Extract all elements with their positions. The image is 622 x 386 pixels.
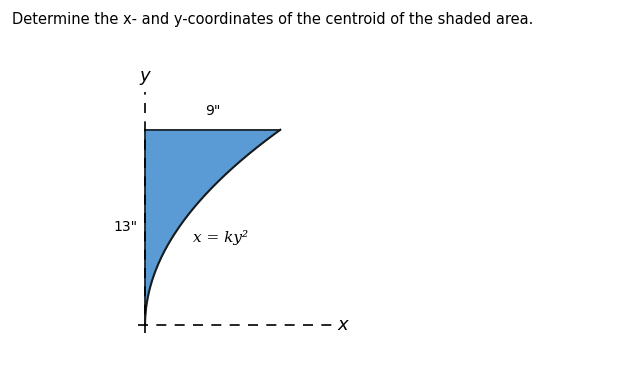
Text: Determine the x- and y-coordinates of the centroid of the shaded area.: Determine the x- and y-coordinates of th… xyxy=(12,12,534,27)
Text: 13": 13" xyxy=(113,220,137,234)
Text: y: y xyxy=(140,67,151,85)
Text: x = ky²: x = ky² xyxy=(193,230,248,245)
Text: x: x xyxy=(337,316,348,334)
Polygon shape xyxy=(145,130,281,325)
Text: 9": 9" xyxy=(205,104,220,118)
